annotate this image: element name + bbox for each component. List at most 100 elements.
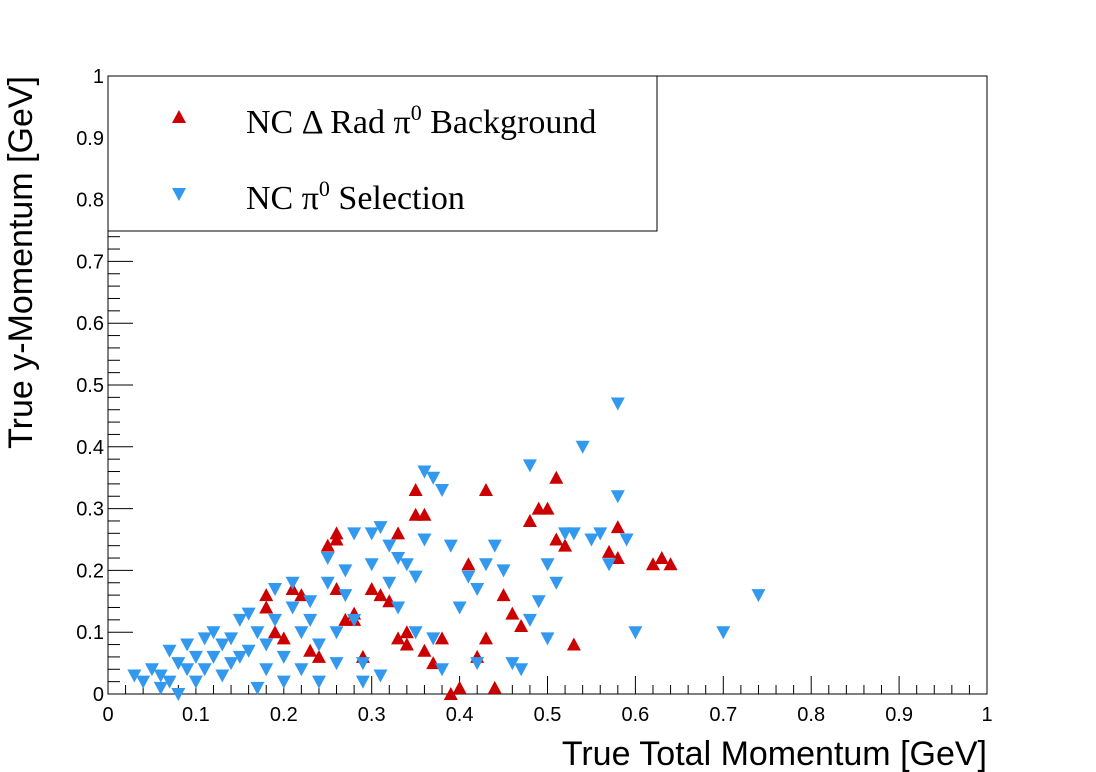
selection-point [276, 650, 291, 664]
x-tick-label: 0.2 [270, 704, 298, 726]
selection-point [522, 459, 537, 473]
selection-point [549, 576, 564, 590]
background-point [461, 557, 476, 571]
selection-point [355, 675, 370, 689]
selection-point [575, 440, 590, 454]
background-point [522, 513, 537, 527]
background-point [399, 625, 414, 639]
background-point [496, 588, 511, 602]
selection-point [540, 558, 555, 572]
selection-point [347, 527, 362, 541]
selection-point [408, 570, 423, 584]
selection-point [215, 669, 230, 683]
x-tick-label: 0.6 [621, 704, 649, 726]
selection-point [329, 657, 344, 671]
selection-point [558, 527, 573, 541]
selection-point [584, 533, 599, 547]
background-point [540, 501, 555, 515]
selection-point [268, 582, 283, 596]
x-tick-labels: 0 0.1 0.2 0.3 0.4 0.5 0.6 0.7 0.8 0.9 1 [102, 704, 992, 726]
selection-point [285, 576, 300, 590]
selection-point [610, 490, 625, 504]
selection-point [478, 558, 493, 572]
background-point [549, 470, 564, 484]
selection-point [435, 663, 450, 677]
background-point [373, 588, 388, 602]
selection-point [153, 669, 168, 683]
selection-point [206, 650, 221, 664]
background-point [268, 625, 283, 639]
selection-point [153, 681, 168, 695]
y-tick-label: 0.7 [76, 251, 104, 273]
background-point [663, 557, 678, 571]
selection-point [224, 632, 239, 646]
selection-point [197, 663, 212, 677]
background-point [399, 637, 414, 651]
legend-triangle-down [172, 188, 186, 201]
selection-point [338, 564, 353, 578]
background-point [320, 538, 335, 552]
selection-point [259, 663, 274, 677]
selection-point [294, 663, 309, 677]
selection-point [355, 657, 370, 671]
selection-point [144, 663, 159, 677]
selection-point [347, 613, 362, 627]
y-tick-label: 0.6 [76, 313, 104, 335]
selection-point [250, 626, 265, 640]
x-tick-label: 0.8 [797, 704, 825, 726]
background-point [259, 600, 274, 614]
y-tick-label: 0.2 [76, 560, 104, 582]
x-tick-label: 0.3 [358, 704, 386, 726]
selection-point [224, 657, 239, 671]
selection-point [496, 564, 511, 578]
selection-point [391, 601, 406, 615]
selection-point [470, 657, 485, 671]
selection-point [391, 552, 406, 566]
selection-point [329, 626, 344, 640]
background-point [566, 637, 581, 651]
selection-point [364, 527, 379, 541]
background-point [391, 526, 406, 540]
selection-point [311, 638, 326, 652]
selection-point [716, 626, 731, 640]
background-point [303, 643, 318, 657]
selection-point [241, 607, 256, 621]
legend: NC Δ Rad π0 Background NC π0 Selection [107, 75, 658, 232]
legend-marker-selection [172, 188, 186, 201]
selection-point [461, 570, 476, 584]
selection-point [751, 589, 766, 603]
y-tick-label: 0.8 [76, 190, 104, 212]
legend-triangle-up [172, 110, 186, 123]
legend-marker-background [172, 110, 186, 123]
selection-point [197, 632, 212, 646]
selection-point [171, 688, 186, 701]
background-point [452, 680, 467, 694]
selection-point [215, 638, 230, 652]
legend-entry-selection: NC π0 Selection [246, 176, 465, 217]
selection-point [171, 657, 186, 671]
selection-point [399, 558, 414, 572]
selection-point [232, 650, 247, 664]
selection-point [259, 638, 274, 652]
selection-point [250, 681, 265, 695]
selection-point [443, 539, 458, 553]
selection-point [426, 632, 441, 646]
x-tick-label: 0.4 [446, 704, 474, 726]
background-point [487, 680, 502, 694]
x-axis-title: True Total Momentum [GeV] [562, 735, 987, 772]
selection-point [311, 675, 326, 689]
selection-point [338, 589, 353, 603]
x-tick-label: 1 [981, 704, 992, 726]
selection-point [610, 397, 625, 411]
selection-point [382, 539, 397, 553]
background-point [602, 544, 617, 558]
background-point [558, 538, 573, 552]
selection-point [268, 613, 283, 627]
y-tick-label: 0.4 [76, 437, 104, 459]
background-point [505, 606, 520, 620]
background-point [417, 507, 432, 521]
y-tick-label: 0.5 [76, 375, 104, 397]
selection-point [373, 669, 388, 683]
selection-point [232, 613, 247, 627]
